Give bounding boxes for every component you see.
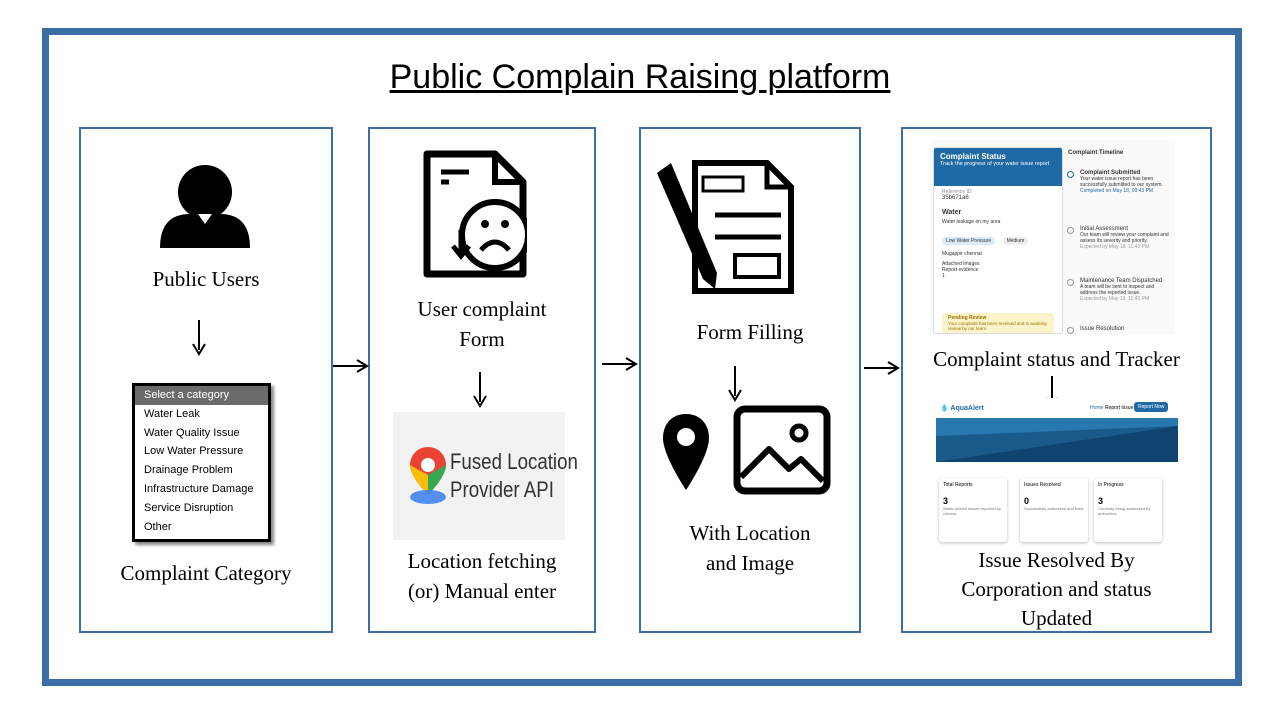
fused-api-line2: Provider API [450, 477, 554, 502]
timeline-item-date: Completed on May 18, 09:43 PM [1080, 188, 1154, 194]
label-user-complaint-1: User complaint [417, 297, 547, 321]
location-pin-logo-icon [410, 447, 446, 504]
stat-card-resolved: Issues Resolved 0 Successfully addressed… [1020, 478, 1088, 542]
dropdown-option[interactable]: Water Leak [144, 407, 200, 420]
nav-home[interactable]: Home [1090, 405, 1104, 411]
timeline-dot [1067, 327, 1074, 334]
evidence-image-alt: Report evidence 1 [942, 267, 979, 279]
aqualert-brand: 💧 AquaAlert [940, 404, 984, 412]
label-status-tracker: Complaint status and Tracker [933, 347, 1180, 371]
label-complaint-category: Complaint Category [120, 561, 292, 585]
form-pen-icon [657, 160, 794, 294]
pending-review-box: Pending Review Your complaint has been r… [942, 313, 1054, 333]
water-drop-icon: 💧 [940, 405, 949, 412]
timeline-item-text: Our team will review your complaint and … [1080, 232, 1169, 244]
stat-desc: Currently being addressed by authorities [1098, 506, 1151, 516]
status-header: Complaint Status Track the progress of y… [934, 148, 1062, 186]
fused-api-line1: Fused Location [450, 449, 578, 474]
user-silhouette-icon [160, 165, 250, 248]
label-issue-resolved-2: Corporation and status [961, 577, 1152, 601]
ref-id: 35b671a6 [942, 195, 969, 201]
dropdown-option[interactable]: Low Water Pressure [144, 445, 244, 458]
timeline-dot [1067, 279, 1074, 286]
report-now-button[interactable]: Report Now [1134, 402, 1169, 412]
timeline-title: Complaint Timeline [1068, 150, 1124, 156]
timeline-item: Issue Resolution [1067, 326, 1172, 334]
timeline-item-title: Issue Resolution [1080, 326, 1125, 332]
timeline-item: Complaint Submitted Your water issue rep… [1067, 170, 1172, 194]
down-arrow-icon [473, 372, 487, 408]
stat-card-total: Total Reports 3 Water-related issues rep… [939, 478, 1007, 542]
map-pin-icon [663, 414, 709, 490]
right-arrow-icon [864, 361, 900, 375]
stat-desc: Water-related issues reported by citizen… [943, 506, 1001, 516]
timeline-item-title: Complaint Submitted [1080, 170, 1141, 176]
complaint-timeline: Complaint Timeline Complaint Submitted Y… [1067, 150, 1172, 334]
label-form-filling: Form Filling [696, 320, 804, 344]
timeline-item-title: Initial Assessment [1080, 226, 1129, 232]
image-icon [733, 405, 831, 495]
dropdown-option[interactable]: Water Quality Issue [144, 426, 240, 439]
chip-priority: Medium [1002, 237, 1029, 245]
stat-title: Issues Resolved [1024, 482, 1061, 488]
label-location-fetching-2: (or) Manual enter [407, 579, 557, 603]
issue-location: Mugappir chennai [942, 251, 982, 257]
timeline-dot [1067, 227, 1074, 234]
dropdown-option[interactable]: Drainage Problem [144, 464, 233, 477]
issue-desc: Water leakage on my area [942, 219, 1001, 225]
timeline-item-text: A team will be sent to inspect and addre… [1080, 284, 1155, 296]
stat-card-progress: In Progress 3 Currently being addressed … [1094, 478, 1162, 542]
nav-report-issue[interactable]: Report Issue [1105, 405, 1134, 411]
timeline-item: Maintenance Team Dispatched A team will … [1067, 278, 1172, 302]
dropdown-option[interactable]: Other [144, 520, 172, 533]
down-arrow-icon [728, 366, 742, 402]
brand-name: AquaAlert [950, 405, 984, 412]
chip-category: Low Water Pressure [942, 237, 996, 245]
fused-api-text: Fused Location Provider API [450, 448, 578, 504]
timeline-item-title: Maintenance Team Dispatched [1080, 278, 1163, 284]
ref-label: Reference ID [942, 189, 972, 195]
down-arrow-icon [192, 320, 206, 356]
timeline-item-date: Expected by May 19, 11:43 PM [1080, 296, 1150, 302]
right-arrow-icon [602, 357, 638, 371]
dropdown-selected[interactable]: Select a category [135, 386, 268, 405]
category-dropdown[interactable]: Select a category Water Leak Water Quali… [132, 383, 271, 542]
label-user-complaint-2: Form [459, 327, 505, 351]
stat-title: In Progress [1098, 482, 1124, 488]
status-card: Complaint Status Track the progress of y… [933, 147, 1063, 334]
stat-title: Total Reports [943, 482, 973, 488]
timeline-dot [1067, 171, 1074, 178]
timeline-item-date: Expected by May 18, 11:43 PM [1080, 244, 1150, 250]
attached-images-label: Attached Images [942, 261, 980, 267]
label-public-users: Public Users [152, 267, 260, 291]
timeline-item: Initial Assessment Our team will review … [1067, 226, 1172, 250]
label-location-fetching-1: Location fetching [407, 549, 557, 573]
aqualert-screenshot: 💧 AquaAlert Home Report Issue Report Now… [936, 398, 1178, 572]
dropdown-option[interactable]: Service Disruption [144, 501, 234, 514]
pending-text: Your complaint has been received and is … [948, 321, 1047, 331]
stat-value: 0 [1024, 496, 1030, 506]
label-issue-resolved-1: Issue Resolved By [978, 548, 1135, 572]
timeline-item-text: Your water issue report has been success… [1080, 176, 1163, 188]
label-issue-resolved-3: Updated [1020, 606, 1093, 630]
complaint-status-screenshot: Complaint Status Track the progress of y… [930, 140, 1175, 335]
right-arrow-icon [333, 359, 369, 373]
status-heading: Complaint Status [940, 152, 1006, 161]
dropdown-option[interactable]: Infrastructure Damage [144, 482, 254, 495]
issue-type: Water [942, 209, 962, 216]
hero-banner [936, 418, 1178, 462]
stat-value: 3 [1098, 496, 1104, 506]
label-with-location-2: and Image [705, 551, 795, 575]
pending-title: Pending Review [948, 315, 987, 321]
label-issue-resolved: Issue Resolved By Corporation and status… [901, 546, 1212, 633]
label-with-location-1: With Location [689, 521, 811, 545]
status-subheading: Track the progress of your water issue r… [940, 161, 1050, 167]
page-title: Public Complain Raising platform [389, 58, 891, 96]
sad-document-icon [423, 150, 527, 278]
stat-desc: Successfully addressed and fixed [1024, 506, 1084, 511]
stat-value: 3 [943, 496, 949, 506]
